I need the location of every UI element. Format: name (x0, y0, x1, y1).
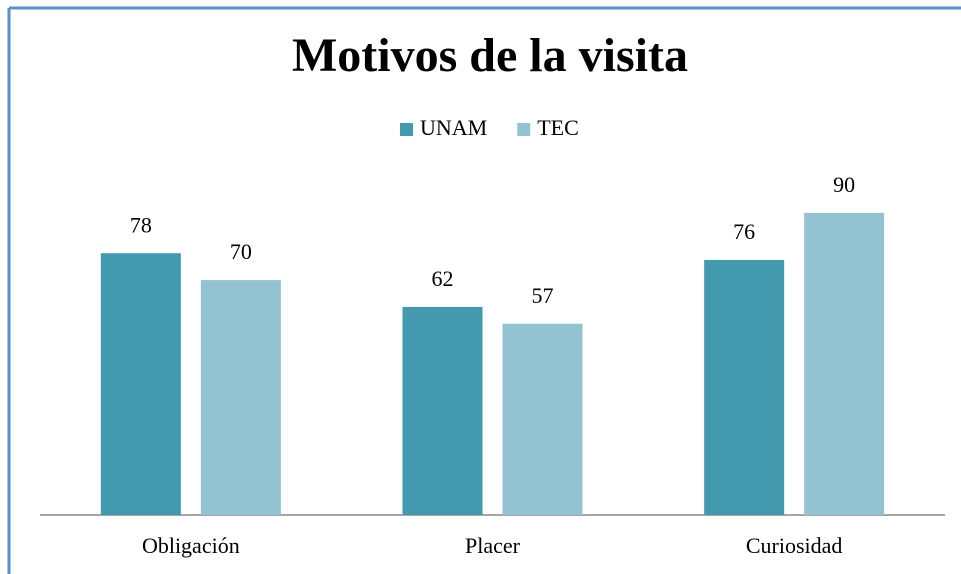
x-tick-label: Curiosidad (746, 533, 843, 558)
data-label: 70 (230, 239, 252, 264)
legend-swatch (517, 123, 531, 136)
chart-title: Motivos de la visita (292, 29, 688, 82)
bar (804, 212, 885, 515)
bar (502, 323, 583, 515)
legend-swatch (400, 123, 413, 136)
data-label: 57 (532, 283, 554, 308)
data-label: 62 (432, 266, 454, 291)
legend-label: TEC (537, 115, 579, 140)
data-label: 90 (833, 172, 855, 197)
bar (200, 280, 281, 515)
legend-label: UNAM (420, 115, 487, 140)
x-tick-label: Obligación (142, 533, 240, 558)
data-label: 76 (733, 219, 755, 244)
data-label: 78 (130, 212, 152, 237)
x-tick-label: Placer (465, 533, 521, 558)
bar (100, 253, 181, 515)
bar (704, 259, 785, 515)
bar (402, 306, 483, 515)
